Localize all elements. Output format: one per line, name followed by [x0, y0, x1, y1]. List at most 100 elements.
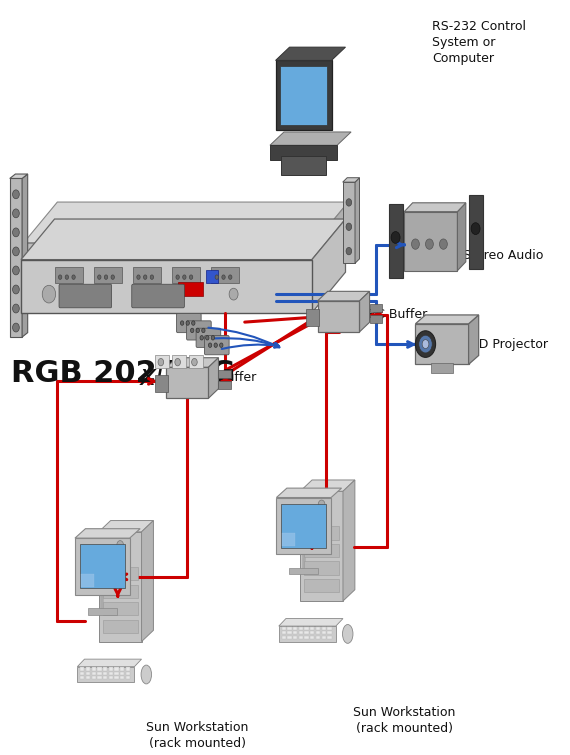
Circle shape [222, 275, 225, 279]
Bar [55, 267, 83, 283]
Polygon shape [270, 145, 337, 160]
Circle shape [104, 275, 108, 279]
Circle shape [42, 285, 56, 303]
Circle shape [13, 209, 19, 217]
Circle shape [189, 275, 193, 279]
Circle shape [72, 275, 75, 279]
Polygon shape [312, 219, 345, 313]
Bar [321, 636, 326, 639]
Bar [92, 672, 96, 675]
Circle shape [206, 335, 209, 340]
Polygon shape [21, 219, 345, 260]
Text: Sun Workstation
(rack mounted): Sun Workstation (rack mounted) [146, 721, 249, 750]
Bar [80, 672, 84, 675]
Bar [80, 544, 125, 588]
Bar [304, 579, 339, 592]
Bar [327, 627, 332, 630]
Bar [218, 371, 231, 378]
Polygon shape [416, 324, 469, 365]
Text: VTG: VTG [166, 359, 236, 389]
Bar [97, 667, 101, 670]
Bar [109, 667, 113, 670]
Circle shape [346, 223, 352, 230]
Polygon shape [404, 203, 466, 211]
Bar [86, 672, 90, 675]
FancyBboxPatch shape [177, 313, 201, 333]
Bar [93, 267, 121, 283]
Bar [103, 602, 138, 615]
Circle shape [13, 247, 19, 256]
Bar [126, 667, 130, 670]
Bar [299, 627, 303, 630]
FancyBboxPatch shape [59, 284, 112, 308]
Bar [282, 631, 286, 634]
Bar [155, 355, 169, 368]
Bar [369, 304, 382, 312]
Polygon shape [279, 626, 336, 642]
Circle shape [13, 323, 19, 332]
Circle shape [175, 359, 181, 366]
Bar [299, 636, 303, 639]
Polygon shape [317, 291, 369, 301]
Polygon shape [279, 618, 343, 626]
FancyBboxPatch shape [132, 284, 184, 308]
Bar [115, 672, 119, 675]
Bar [211, 267, 239, 283]
Circle shape [65, 275, 68, 279]
Circle shape [137, 275, 140, 279]
Polygon shape [315, 202, 348, 256]
Polygon shape [78, 667, 135, 683]
FancyBboxPatch shape [196, 328, 221, 347]
Bar [103, 667, 107, 670]
Polygon shape [275, 47, 345, 60]
Bar [304, 544, 339, 557]
Circle shape [117, 541, 124, 550]
Polygon shape [21, 260, 312, 313]
Bar [103, 567, 138, 580]
Text: LCD Projector: LCD Projector [463, 338, 548, 351]
Polygon shape [469, 196, 483, 270]
Bar [293, 636, 298, 639]
Bar [316, 636, 320, 639]
Polygon shape [276, 498, 331, 554]
Polygon shape [24, 242, 315, 256]
Bar [206, 270, 218, 283]
Bar [282, 636, 286, 639]
Polygon shape [275, 60, 332, 131]
Circle shape [186, 321, 189, 325]
Circle shape [229, 275, 232, 279]
Bar [431, 363, 453, 373]
Text: MBC Buffer: MBC Buffer [357, 309, 427, 322]
Circle shape [209, 343, 212, 347]
Polygon shape [276, 488, 341, 498]
Polygon shape [317, 301, 360, 332]
Bar [120, 667, 124, 670]
Bar [115, 667, 119, 670]
Bar [280, 66, 327, 125]
Circle shape [391, 232, 400, 243]
Circle shape [176, 275, 180, 279]
Circle shape [13, 266, 19, 275]
Bar [282, 533, 295, 547]
Circle shape [346, 199, 352, 206]
Bar [103, 676, 107, 680]
Bar [316, 627, 320, 630]
Polygon shape [22, 174, 28, 337]
Circle shape [229, 288, 238, 300]
Bar [293, 631, 298, 634]
Polygon shape [24, 202, 348, 242]
Bar [120, 676, 124, 680]
Bar [115, 676, 119, 680]
Bar [218, 381, 231, 389]
Bar [103, 672, 107, 675]
Polygon shape [355, 177, 360, 263]
Bar [120, 672, 124, 675]
Polygon shape [75, 538, 129, 594]
Circle shape [192, 321, 195, 325]
Bar [299, 631, 303, 634]
Bar [310, 636, 315, 639]
Polygon shape [469, 315, 479, 365]
Text: Stereo Audio: Stereo Audio [463, 249, 543, 263]
Bar [86, 676, 90, 680]
Polygon shape [99, 520, 153, 532]
